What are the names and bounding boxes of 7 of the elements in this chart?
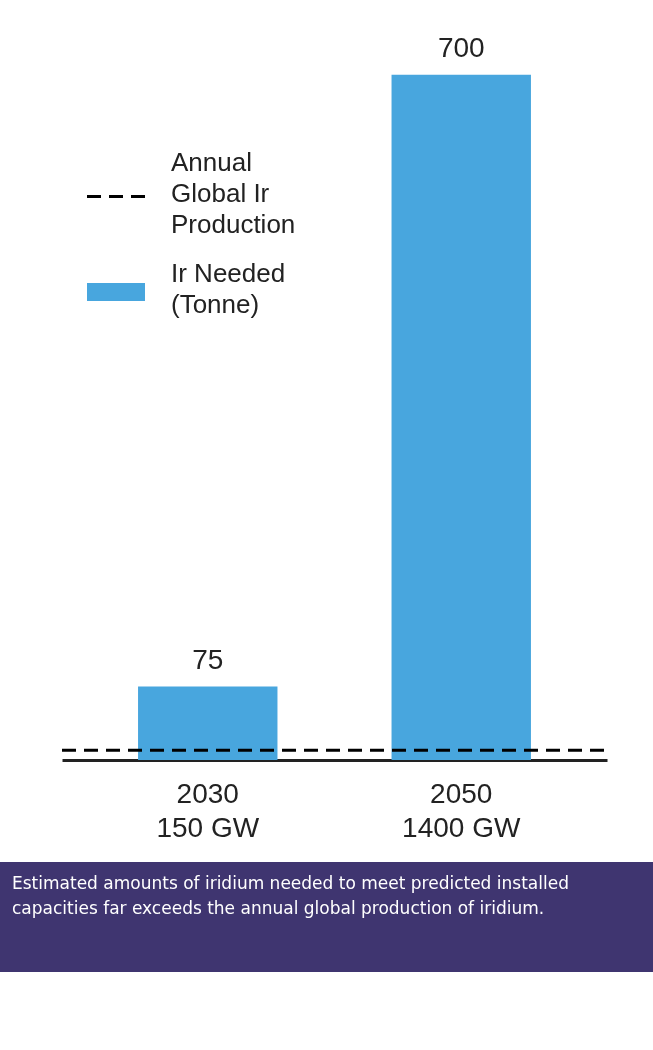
x-tick-label: 2050 1400 GW [402,777,521,843]
data-label: 700 [437,31,485,63]
text: Estimated amounts of iridium needed to meet predicted installed capacities far exceeds the annual global production of iridium. [12,873,569,918]
x-tick-label: 2030 150 GW [156,777,260,843]
legend-label: Annual Global Ir Production [171,147,296,239]
data-label: 75 [192,643,224,675]
legend-label: Ir Needed (Tonne) [171,258,286,319]
